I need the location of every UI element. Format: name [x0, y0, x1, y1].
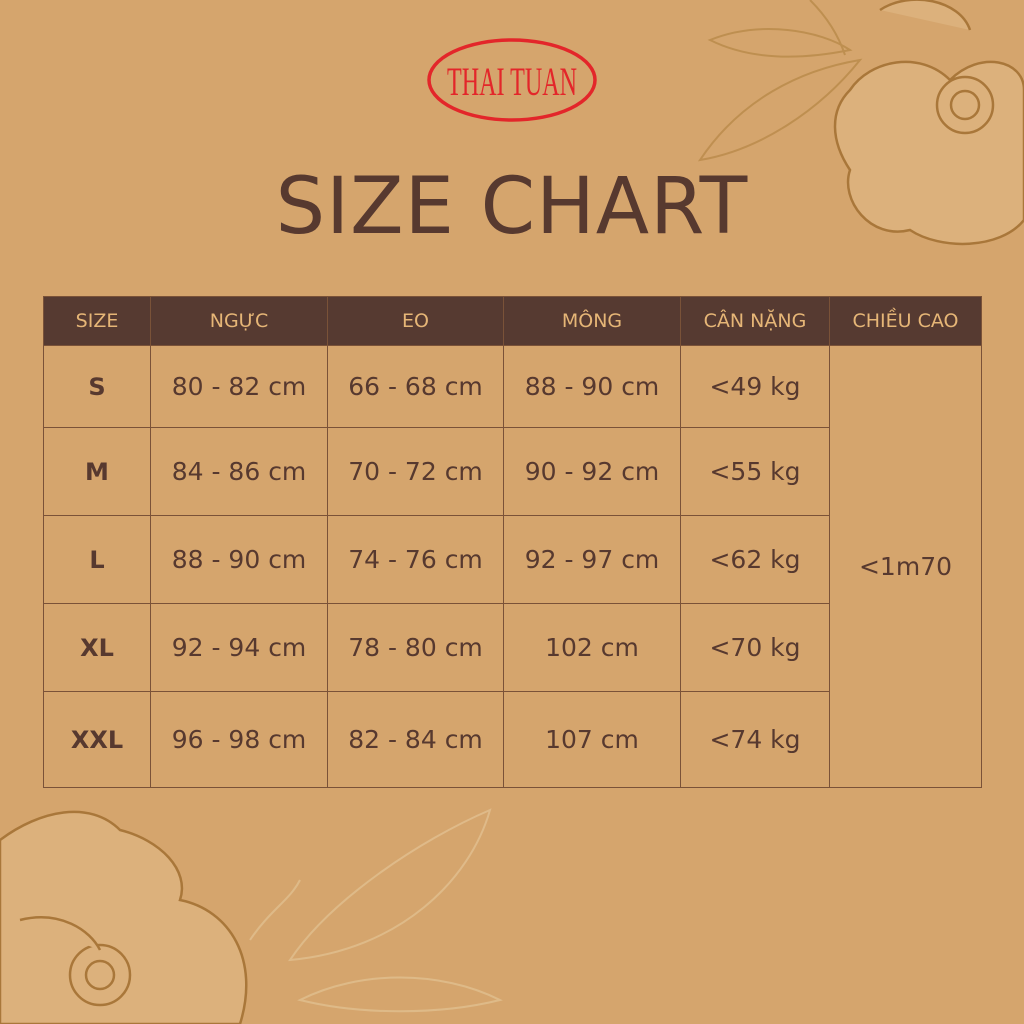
mong-cell: 90 - 92 cm — [503, 427, 681, 516]
can-nang-cell: <62 kg — [680, 515, 830, 604]
chieu-cao-cell: <1m70 — [829, 345, 982, 788]
can-nang-cell: <55 kg — [680, 427, 830, 516]
header-nguc: NGỰC — [150, 296, 328, 346]
eo-cell: 82 - 84 cm — [327, 691, 504, 788]
can-nang-cell: <74 kg — [680, 691, 830, 788]
header-chieu-cao: CHIỀU CAO — [829, 296, 982, 346]
header-eo: EO — [327, 296, 504, 346]
flower-decoration-top-right — [697, 0, 1024, 246]
nguc-cell: 96 - 98 cm — [150, 691, 328, 788]
mong-cell: 102 cm — [503, 603, 681, 692]
size-chart-table: SIZE NGỰC EO MÔNG CÂN NẶNG CHIỀU CAO S 8… — [43, 296, 982, 788]
can-nang-cell: <49 kg — [680, 345, 830, 428]
size-cell: XL — [43, 603, 151, 692]
nguc-cell: 92 - 94 cm — [150, 603, 328, 692]
can-nang-cell: <70 kg — [680, 603, 830, 692]
table-header-row: SIZE NGỰC EO MÔNG CÂN NẶNG CHIỀU CAO — [43, 296, 982, 346]
size-cell: M — [43, 427, 151, 516]
mong-cell: 88 - 90 cm — [503, 345, 681, 428]
nguc-cell: 88 - 90 cm — [150, 515, 328, 604]
size-cell: S — [43, 345, 151, 428]
size-cell: XXL — [43, 691, 151, 788]
eo-cell: 66 - 68 cm — [327, 345, 504, 428]
eo-cell: 74 - 76 cm — [327, 515, 504, 604]
svg-text:THAI TUAN: THAI TUAN — [447, 59, 577, 104]
mong-cell: 92 - 97 cm — [503, 515, 681, 604]
page-title: SIZE CHART — [275, 162, 749, 252]
table-row: S 80 - 82 cm 66 - 68 cm 88 - 90 cm <49 k… — [43, 345, 982, 788]
nguc-cell: 80 - 82 cm — [150, 345, 328, 428]
eo-cell: 70 - 72 cm — [327, 427, 504, 516]
size-cell: L — [43, 515, 151, 604]
thai-tuan-logo: THAI TUAN — [427, 38, 597, 122]
table-row: XXL 96 - 98 cm 82 - 84 cm 107 cm <74 kg — [43, 691, 982, 788]
header-can-nang: CÂN NẶNG — [680, 296, 830, 346]
nguc-cell: 84 - 86 cm — [150, 427, 328, 516]
table-row: L 88 - 90 cm 74 - 76 cm 92 - 97 cm <62 k… — [43, 515, 982, 604]
table-row: M 84 - 86 cm 70 - 72 cm 90 - 92 cm <55 k… — [43, 427, 982, 516]
flower-decoration-bottom-left — [0, 808, 503, 1024]
header-mong: MÔNG — [503, 296, 681, 346]
eo-cell: 78 - 80 cm — [327, 603, 504, 692]
header-size: SIZE — [43, 296, 151, 346]
mong-cell: 107 cm — [503, 691, 681, 788]
